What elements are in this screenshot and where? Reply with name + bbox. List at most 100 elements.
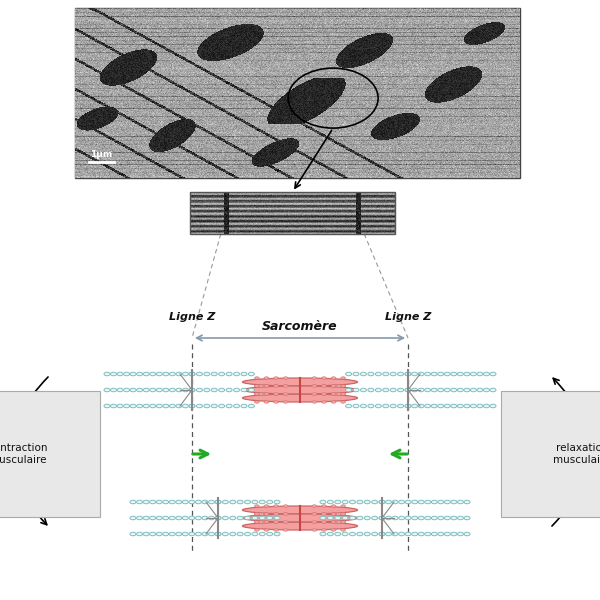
Ellipse shape (130, 516, 136, 520)
Ellipse shape (215, 516, 221, 520)
Ellipse shape (322, 505, 326, 507)
Ellipse shape (312, 393, 317, 395)
Ellipse shape (176, 532, 182, 536)
Ellipse shape (438, 500, 444, 504)
Ellipse shape (104, 372, 110, 376)
Ellipse shape (451, 372, 457, 376)
Ellipse shape (451, 404, 457, 408)
Ellipse shape (412, 388, 418, 392)
Ellipse shape (464, 372, 470, 376)
Ellipse shape (110, 404, 116, 408)
Ellipse shape (379, 516, 385, 520)
Ellipse shape (342, 516, 348, 520)
Ellipse shape (218, 388, 224, 392)
Ellipse shape (274, 521, 278, 523)
Ellipse shape (264, 521, 269, 523)
Ellipse shape (130, 500, 136, 504)
Ellipse shape (283, 521, 288, 523)
Ellipse shape (437, 404, 443, 408)
Ellipse shape (218, 372, 224, 376)
Ellipse shape (254, 529, 259, 531)
Ellipse shape (312, 393, 317, 395)
Ellipse shape (490, 388, 496, 392)
Ellipse shape (264, 385, 269, 387)
Ellipse shape (444, 372, 450, 376)
Ellipse shape (226, 372, 232, 376)
Text: Ligne Z: Ligne Z (169, 312, 215, 322)
Ellipse shape (405, 372, 411, 376)
Ellipse shape (418, 404, 424, 408)
Ellipse shape (412, 404, 418, 408)
Ellipse shape (208, 516, 214, 520)
Ellipse shape (431, 388, 437, 392)
Ellipse shape (341, 393, 346, 395)
Ellipse shape (484, 388, 490, 392)
Ellipse shape (322, 385, 326, 387)
Ellipse shape (361, 372, 367, 376)
Ellipse shape (464, 500, 470, 504)
Ellipse shape (156, 500, 162, 504)
Ellipse shape (457, 372, 463, 376)
Ellipse shape (457, 404, 463, 408)
Ellipse shape (264, 377, 269, 379)
Ellipse shape (226, 404, 232, 408)
Ellipse shape (189, 372, 195, 376)
Ellipse shape (405, 404, 411, 408)
Ellipse shape (196, 404, 202, 408)
Ellipse shape (346, 372, 352, 376)
Ellipse shape (143, 500, 149, 504)
Ellipse shape (341, 529, 346, 531)
Ellipse shape (237, 500, 243, 504)
Ellipse shape (245, 532, 251, 536)
Ellipse shape (445, 500, 451, 504)
Ellipse shape (189, 404, 195, 408)
Ellipse shape (259, 516, 265, 520)
Ellipse shape (425, 388, 431, 392)
Ellipse shape (266, 532, 272, 536)
Ellipse shape (353, 388, 359, 392)
Bar (75, 8, 520, 178)
Ellipse shape (254, 401, 259, 403)
Ellipse shape (248, 404, 254, 408)
Ellipse shape (242, 506, 358, 514)
Ellipse shape (283, 385, 288, 387)
Ellipse shape (392, 516, 398, 520)
Ellipse shape (264, 385, 269, 387)
Ellipse shape (274, 513, 278, 515)
Ellipse shape (242, 378, 358, 386)
Ellipse shape (283, 393, 288, 395)
Ellipse shape (322, 521, 326, 523)
Ellipse shape (110, 372, 116, 376)
Ellipse shape (176, 372, 182, 376)
Ellipse shape (274, 513, 278, 515)
Ellipse shape (331, 521, 336, 523)
Ellipse shape (283, 377, 288, 379)
Ellipse shape (283, 521, 288, 523)
Ellipse shape (242, 514, 358, 522)
Ellipse shape (405, 532, 411, 536)
Ellipse shape (233, 404, 239, 408)
Ellipse shape (283, 513, 288, 515)
Ellipse shape (437, 388, 443, 392)
Ellipse shape (470, 372, 476, 376)
Ellipse shape (204, 404, 210, 408)
Ellipse shape (341, 521, 346, 523)
Ellipse shape (364, 500, 370, 504)
Ellipse shape (371, 516, 377, 520)
Ellipse shape (215, 516, 221, 520)
Ellipse shape (412, 516, 418, 520)
Ellipse shape (189, 388, 195, 392)
Ellipse shape (392, 500, 398, 504)
Ellipse shape (157, 388, 163, 392)
Ellipse shape (445, 516, 451, 520)
Ellipse shape (196, 388, 202, 392)
Ellipse shape (283, 529, 288, 531)
Ellipse shape (431, 372, 437, 376)
Ellipse shape (241, 404, 247, 408)
Ellipse shape (331, 385, 336, 387)
Ellipse shape (259, 532, 265, 536)
Ellipse shape (163, 372, 169, 376)
Ellipse shape (312, 401, 317, 403)
Ellipse shape (477, 404, 483, 408)
Ellipse shape (264, 505, 269, 507)
